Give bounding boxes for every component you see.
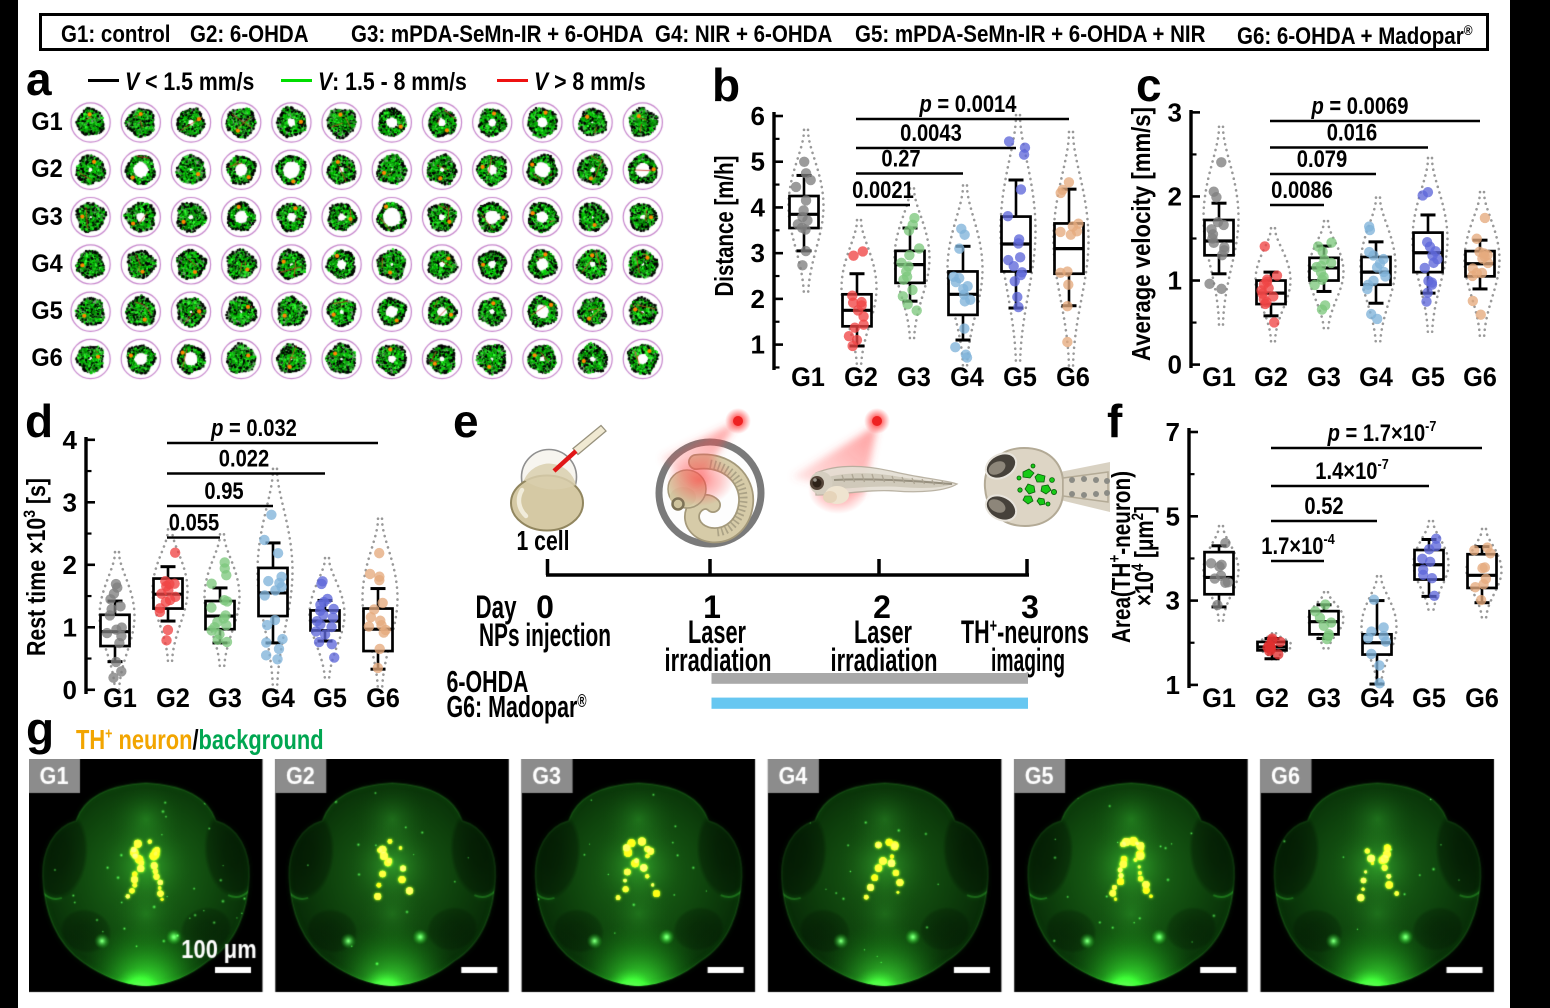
- svg-text:G5: G5: [1003, 362, 1037, 392]
- svg-text:2: 2: [63, 550, 77, 580]
- svg-text:G3: G3: [1307, 683, 1341, 713]
- svg-text:1 cell: 1 cell: [517, 525, 570, 556]
- svg-text:2: 2: [873, 589, 891, 625]
- svg-text:5: 5: [1166, 501, 1180, 531]
- svg-text:G4: G4: [1359, 362, 1393, 392]
- svg-text:1: 1: [63, 612, 77, 642]
- svg-text:0: 0: [1168, 350, 1182, 380]
- svg-text:G6: Madopar®: G6: Madopar®: [447, 689, 587, 724]
- svg-text:1: 1: [751, 330, 765, 360]
- svg-text:0.016: 0.016: [1327, 120, 1377, 147]
- svg-text:5: 5: [751, 147, 765, 177]
- svg-text:1.7×10-4: 1.7×10-4: [1261, 531, 1335, 560]
- svg-text:G1: G1: [1202, 362, 1236, 392]
- svg-text:Distance [m/h]: Distance [m/h]: [709, 156, 739, 297]
- svg-text:imaging: imaging: [991, 642, 1065, 678]
- svg-text:6-OHDA: 6-OHDA: [447, 664, 529, 699]
- svg-text:0.27: 0.27: [881, 146, 920, 173]
- svg-text:G2: G2: [1254, 362, 1288, 392]
- svg-text:G6: G6: [366, 683, 400, 713]
- svg-text:0.022: 0.022: [219, 446, 269, 473]
- svg-text:1.4×10-7: 1.4×10-7: [1315, 456, 1388, 485]
- svg-text:0.0086: 0.0086: [1271, 177, 1333, 204]
- svg-text:irradiation: irradiation: [831, 642, 938, 678]
- svg-text:p = 0.0069: p = 0.0069: [1311, 93, 1409, 120]
- svg-text:0.0043: 0.0043: [900, 120, 962, 147]
- svg-text:0.055: 0.055: [169, 510, 219, 537]
- svg-text:0.95: 0.95: [204, 478, 243, 505]
- svg-text:G1: G1: [791, 362, 825, 392]
- svg-text:Laser: Laser: [854, 614, 912, 650]
- svg-text:1: 1: [1168, 266, 1182, 296]
- svg-text:3: 3: [63, 487, 77, 517]
- svg-text:G5: G5: [1411, 362, 1445, 392]
- svg-text:G1: G1: [103, 683, 137, 713]
- svg-text:G6: G6: [1465, 683, 1499, 713]
- svg-text:1: 1: [703, 589, 721, 625]
- svg-text:G1: G1: [1202, 683, 1236, 713]
- svg-text:G4: G4: [950, 362, 984, 392]
- svg-text:G2: G2: [156, 683, 190, 713]
- svg-text:2: 2: [1168, 181, 1182, 211]
- svg-text:3: 3: [1021, 589, 1039, 625]
- svg-text:Area(TH+-neuron): Area(TH+-neuron): [1105, 471, 1136, 643]
- svg-text:3: 3: [751, 238, 765, 268]
- svg-text:0.52: 0.52: [1304, 493, 1343, 520]
- svg-text:G4: G4: [1360, 683, 1394, 713]
- svg-text:3: 3: [1166, 586, 1180, 616]
- svg-text:G3: G3: [208, 683, 242, 713]
- svg-text:G4: G4: [261, 683, 295, 713]
- svg-text:NPs injection: NPs injection: [479, 617, 611, 653]
- svg-text:0.0021: 0.0021: [852, 177, 914, 204]
- svg-text:G5: G5: [313, 683, 347, 713]
- svg-text:Rest time ×103 [s]: Rest time ×103 [s]: [20, 478, 51, 656]
- svg-text:irradiation: irradiation: [665, 642, 772, 678]
- svg-text:p = 1.7×10-7: p = 1.7×10-7: [1327, 418, 1437, 447]
- svg-text:Average velocity [mm/s]: Average velocity [mm/s]: [1126, 107, 1156, 361]
- svg-text:Day: Day: [476, 589, 517, 625]
- svg-text:G3: G3: [1307, 362, 1341, 392]
- svg-text:TH+-neurons: TH+-neurons: [961, 614, 1089, 650]
- svg-text:×104 [μm2]: ×104 [μm2]: [1128, 506, 1159, 606]
- svg-text:7: 7: [1166, 417, 1180, 447]
- svg-text:4: 4: [751, 192, 766, 222]
- svg-text:p = 0.0014: p = 0.0014: [919, 91, 1017, 118]
- svg-text:G2: G2: [844, 362, 878, 392]
- svg-text:G5: G5: [1412, 683, 1446, 713]
- svg-text:G2: G2: [1255, 683, 1289, 713]
- svg-text:G3: G3: [897, 362, 931, 392]
- svg-text:p = 0.032: p = 0.032: [210, 415, 297, 442]
- svg-text:0: 0: [63, 675, 77, 705]
- svg-text:4: 4: [63, 425, 78, 455]
- svg-text:G6: G6: [1056, 362, 1090, 392]
- svg-text:2: 2: [751, 284, 765, 314]
- svg-text:1: 1: [1166, 670, 1180, 700]
- svg-text:G6: G6: [1463, 362, 1497, 392]
- svg-text:Laser: Laser: [688, 614, 746, 650]
- svg-text:6: 6: [751, 101, 765, 131]
- svg-text:0.079: 0.079: [1297, 146, 1347, 173]
- svg-text:0: 0: [536, 589, 554, 625]
- svg-text:3: 3: [1168, 97, 1182, 127]
